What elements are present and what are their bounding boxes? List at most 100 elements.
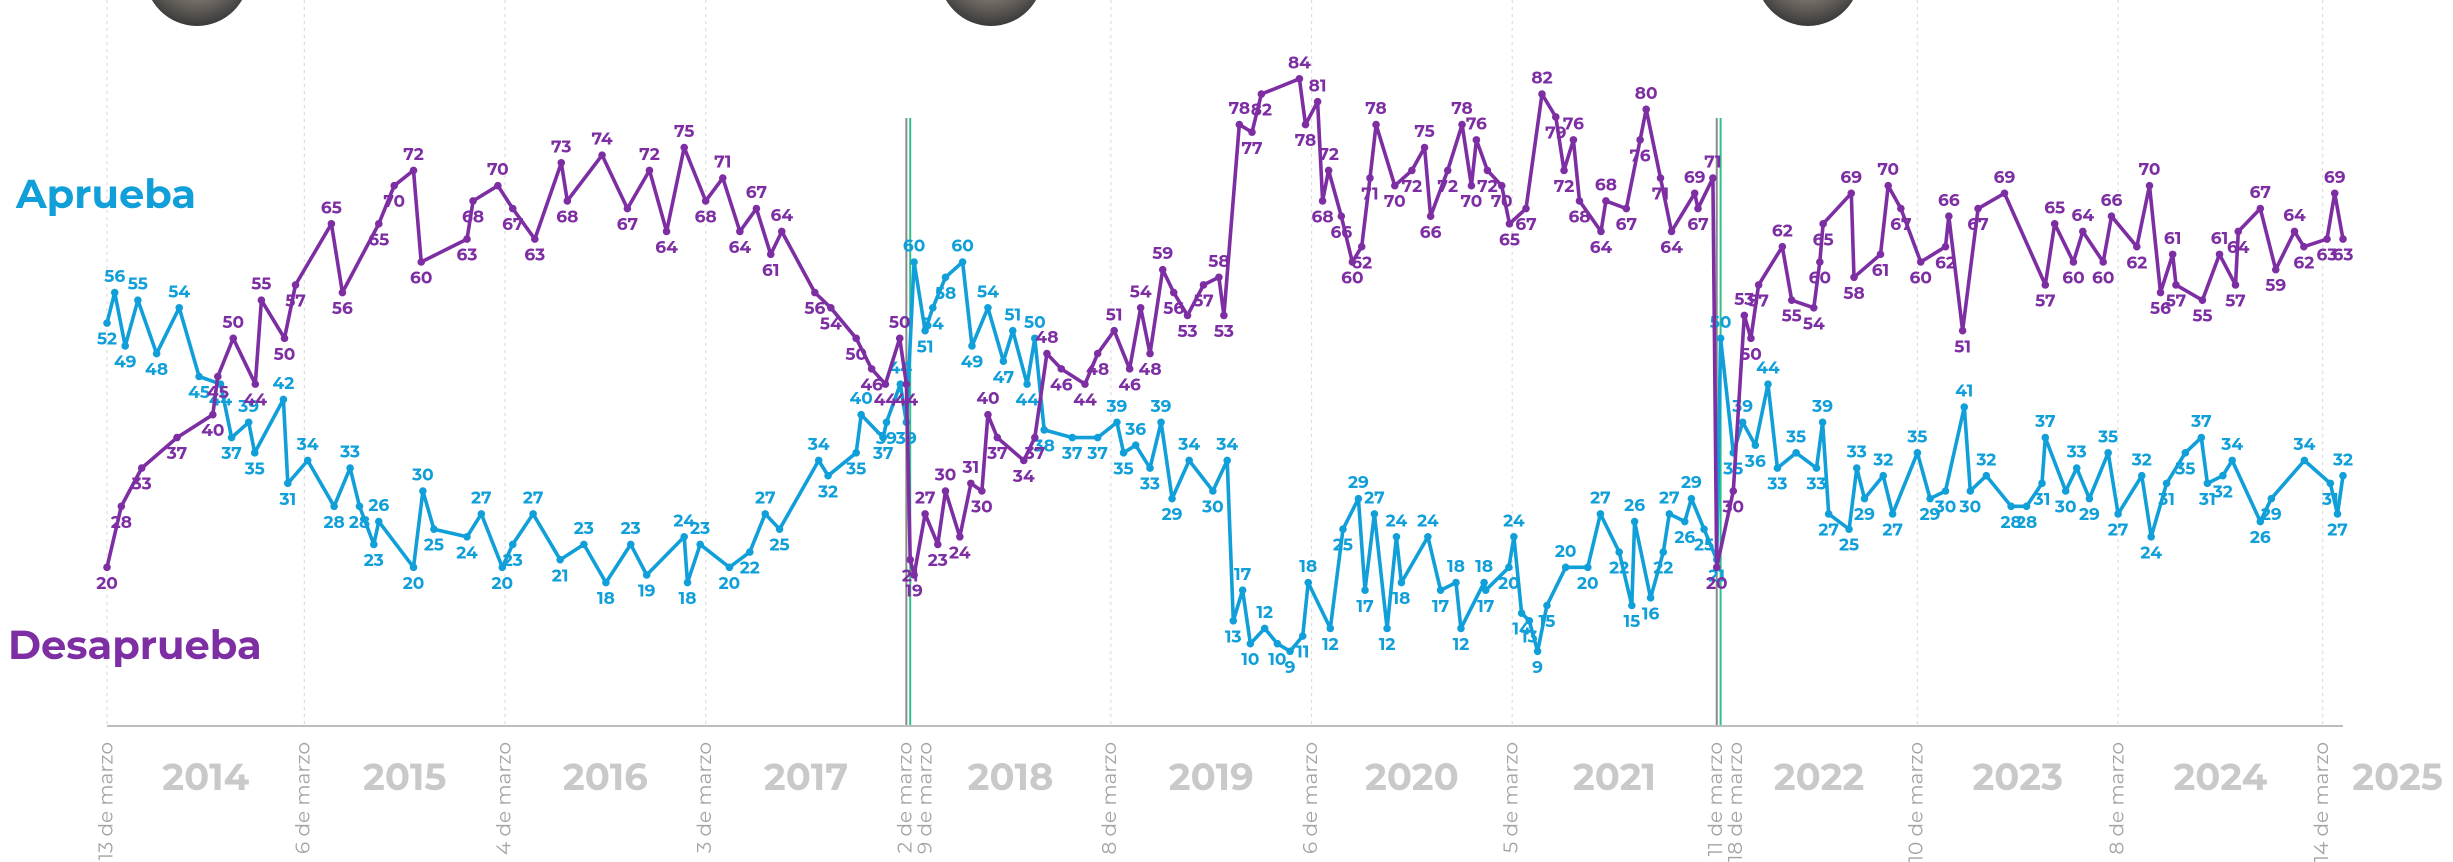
data-point [1681, 518, 1689, 526]
data-point [1602, 197, 1610, 205]
data-label: 66 [1330, 223, 1352, 243]
data-label: 54 [977, 282, 999, 302]
data-point [978, 487, 986, 495]
data-label: 24 [1417, 511, 1439, 531]
data-point [1636, 136, 1644, 144]
data-label: 67 [502, 215, 523, 235]
data-label: 60 [1910, 269, 1932, 289]
data-point [1094, 434, 1102, 442]
data-label: 24 [456, 543, 478, 563]
portrait [939, 0, 1043, 26]
data-point [2323, 235, 2331, 243]
data-label: 24 [2140, 543, 2162, 563]
data-label: 57 [2035, 291, 2055, 311]
data-point [2301, 457, 2309, 465]
data-label: 61 [2211, 229, 2229, 249]
data-point [1526, 617, 1534, 625]
data-label: 66 [1420, 223, 1442, 243]
data-point [1967, 487, 1975, 495]
data-point [1168, 495, 1176, 503]
data-label: 72 [403, 145, 424, 165]
data-point [580, 541, 588, 549]
data-point [2268, 495, 2276, 503]
data-label: 20 [96, 574, 118, 594]
data-point [1296, 75, 1304, 83]
data-label: 50 [222, 313, 244, 333]
data-point [942, 273, 950, 281]
data-point [2199, 296, 2207, 304]
data-label: 64 [770, 206, 793, 226]
data-label: 51 [1106, 305, 1123, 325]
data-point [959, 258, 967, 266]
data-point [1884, 182, 1892, 190]
data-label: 20 [1555, 542, 1577, 562]
data-point [1457, 625, 1465, 633]
data-point [2232, 281, 2240, 289]
data-label: 71 [1652, 185, 1669, 205]
data-point [509, 205, 517, 213]
data-point [903, 380, 911, 388]
data-point [175, 304, 183, 312]
data-label: 9 [1285, 658, 1296, 678]
data-label: 27 [755, 488, 776, 508]
year-label: 2019 [1169, 755, 1254, 800]
data-point [1729, 487, 1737, 495]
data-label: 28 [111, 513, 132, 533]
data-point [868, 365, 876, 373]
data-point [1788, 296, 1796, 304]
data-point [153, 350, 161, 358]
data-label: 48 [1086, 360, 1109, 380]
data-label: 58 [1843, 284, 1864, 304]
data-label: 34 [807, 435, 830, 455]
data-point [229, 335, 237, 343]
data-label: 78 [1365, 99, 1386, 119]
data-label: 53 [1214, 322, 1234, 342]
data-label: 80 [1635, 84, 1658, 104]
data-label: 27 [1659, 488, 1680, 508]
data-point [994, 434, 1002, 442]
data-label: 39 [1811, 397, 1833, 417]
data-label: 36 [1124, 420, 1146, 440]
data-label: 48 [1035, 328, 1058, 348]
data-point [2216, 251, 2224, 259]
data-point [910, 258, 918, 266]
x-tick-label: 8 de marzo [1098, 742, 1122, 855]
data-label: 17 [1356, 597, 1373, 617]
data-label: 60 [410, 269, 432, 289]
data-point [1236, 121, 1244, 129]
data-label: 25 [1333, 536, 1353, 556]
data-label: 30 [411, 466, 434, 486]
data-label: 57 [1748, 291, 1768, 311]
data-label: 27 [1590, 488, 1611, 508]
data-point [2300, 243, 2308, 251]
data-label: 54 [1130, 282, 1152, 302]
data-point [984, 304, 992, 312]
data-label: 31 [961, 458, 979, 478]
data-point [1239, 586, 1247, 594]
data-label: 18 [1392, 589, 1410, 609]
data-point [1506, 220, 1514, 228]
data-label: 29 [1681, 473, 1702, 493]
data-label: 77 [1241, 139, 1262, 159]
x-tick-label: 3 de marzo [693, 742, 717, 853]
year-label: 2025 [2352, 755, 2443, 800]
data-point [531, 235, 539, 243]
data-point [2086, 495, 2094, 503]
data-point [1709, 174, 1717, 182]
data-point [356, 502, 364, 510]
data-point [138, 464, 146, 472]
data-point [2042, 434, 2050, 442]
portrait [1756, 0, 1860, 26]
data-label: 37 [166, 444, 187, 464]
data-label: 32 [2332, 450, 2353, 470]
data-label: 31 [278, 490, 296, 510]
data-label: 65 [321, 198, 342, 218]
data-point [883, 419, 891, 427]
data-label: 78 [1229, 99, 1250, 119]
data-point [1339, 525, 1347, 533]
data-label: 26 [368, 496, 389, 516]
data-point [956, 533, 964, 541]
year-label: 2017 [764, 755, 848, 800]
data-point [2133, 243, 2141, 251]
data-label: 68 [462, 208, 484, 228]
